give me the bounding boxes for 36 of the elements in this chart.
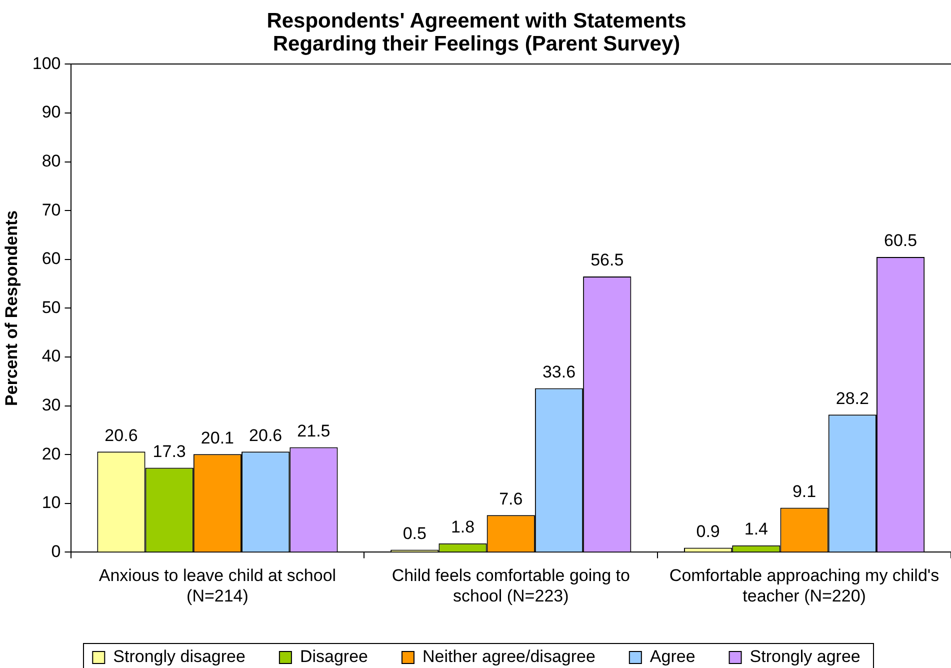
- legend-label: Agree: [650, 647, 696, 666]
- data-label: 20.6: [249, 426, 282, 445]
- legend-label: Strongly agree: [750, 647, 860, 666]
- chart-title: Respondents' Agreement with Statements Regarding their Feelings (Parent Survey): [266, 9, 686, 56]
- data-label: 33.6: [542, 362, 576, 382]
- y-tick-label: 60: [42, 249, 61, 268]
- data-label: 9.1: [792, 482, 816, 501]
- y-tick-label: 80: [42, 151, 61, 170]
- y-axis-title: Percent of Respondents: [2, 210, 21, 406]
- data-label: 60.5: [884, 231, 918, 250]
- y-tick-label: 10: [42, 493, 61, 512]
- y-tick-label: 20: [42, 444, 61, 464]
- x-tick-label: Child feels comfortable going to school (N=223): [392, 566, 630, 606]
- data-label: 28.2: [836, 388, 869, 408]
- y-tick-label: 90: [42, 102, 61, 122]
- data-label: 21.5: [297, 421, 330, 440]
- data-label: 20.6: [104, 426, 138, 445]
- data-label: 17.3: [152, 442, 186, 461]
- x-tick-label: Comfortable approaching my child's teacher (N=220): [669, 566, 940, 606]
- y-tick-label: 50: [42, 298, 61, 317]
- data-label: 20.1: [200, 428, 234, 448]
- data-label: 7.6: [499, 489, 523, 508]
- legend-label: Neither agree/disagree: [422, 647, 596, 666]
- x-tick-label: Anxious to leave child at school (N=214): [98, 566, 336, 606]
- y-tick-label: 100: [32, 54, 61, 73]
- legend-label: Disagree: [300, 647, 368, 666]
- legend-label: Strongly disagree: [113, 647, 246, 666]
- data-label: 1.8: [450, 518, 475, 537]
- data-label: 56.5: [590, 250, 624, 270]
- y-tick-label: 30: [42, 395, 61, 414]
- data-label: 0.9: [696, 522, 720, 541]
- y-tick-label: 40: [42, 346, 61, 366]
- data-label: 1.4: [744, 520, 768, 539]
- data-label: 0.5: [402, 524, 426, 543]
- y-tick-label: 0: [51, 542, 61, 561]
- y-tick-label: 70: [42, 200, 61, 220]
